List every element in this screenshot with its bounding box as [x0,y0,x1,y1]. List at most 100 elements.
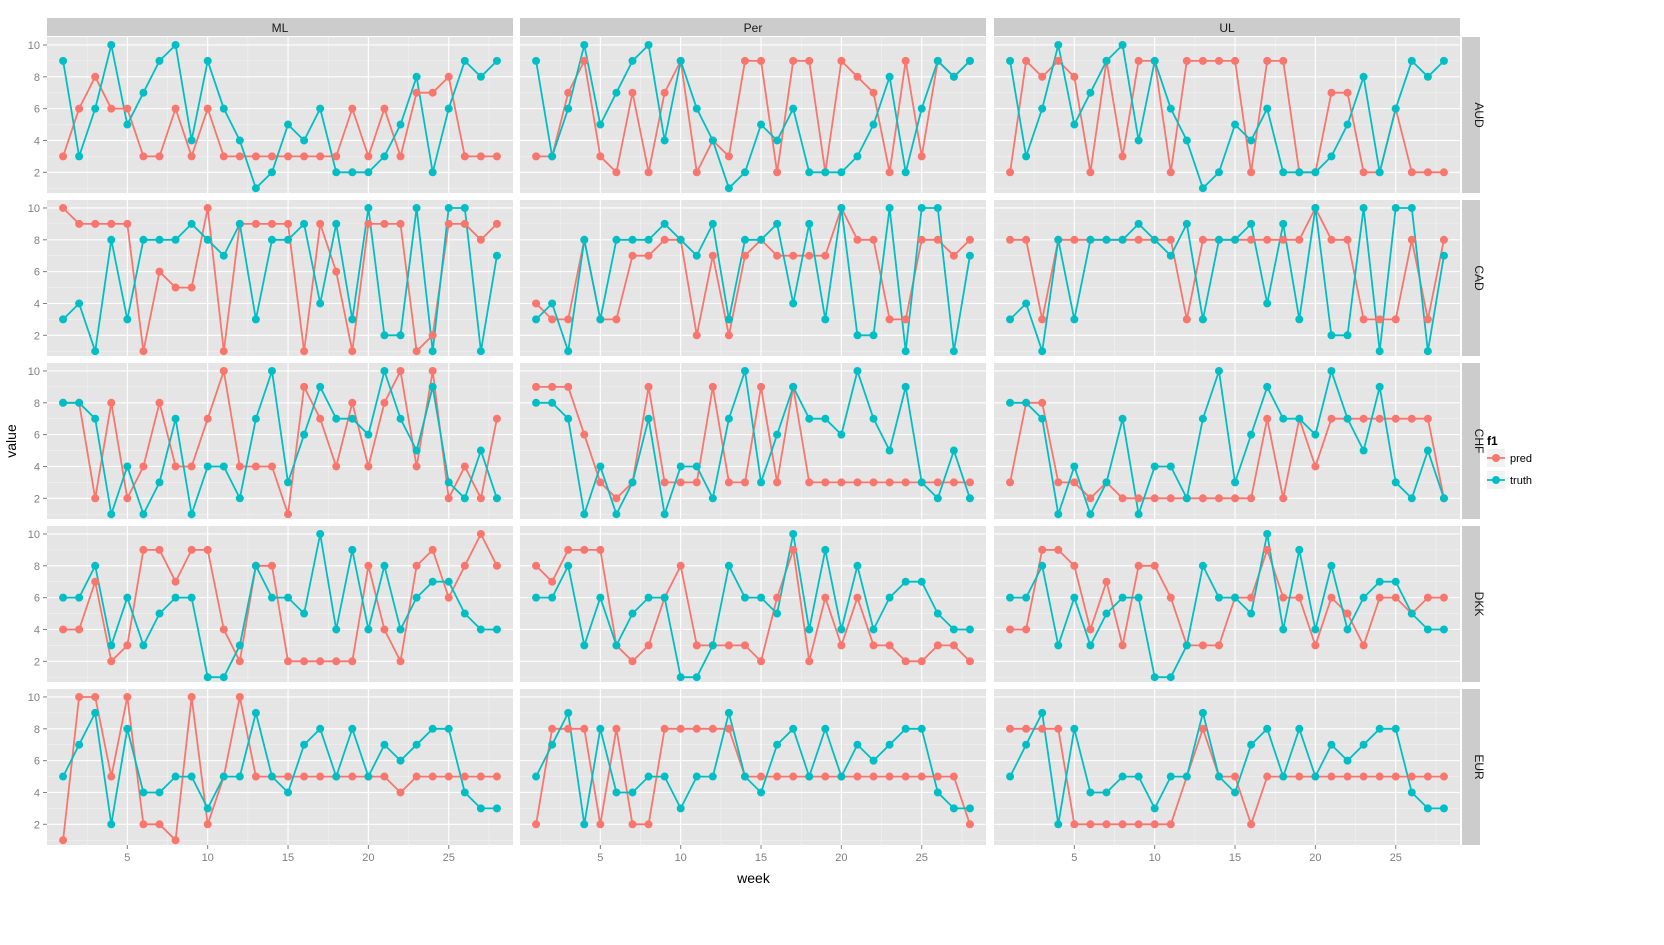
x-tick-label: 20 [362,852,374,864]
series-pred-point [1327,414,1336,423]
series-pred-point [412,772,421,781]
facet-label: EUR [1472,754,1486,780]
series-pred-point [364,462,373,471]
series-truth-point [1198,561,1207,570]
series-truth-point [1022,593,1031,602]
series-pred-point [1006,235,1015,244]
series-pred-point [476,235,485,244]
series-truth-point [869,414,878,423]
series-truth-point [949,347,958,356]
series-truth-point [59,593,68,602]
series-truth-line [535,709,970,825]
series-truth-point [628,478,637,487]
series-truth-line [535,43,971,190]
series-pred-point [1006,724,1015,733]
series-pred-point [1198,235,1207,244]
series-pred-point [773,251,782,260]
series-pred-point [396,366,405,375]
series-pred-point [380,104,389,113]
series-pred-point [1423,315,1432,324]
series-pred-point [1231,56,1240,65]
x-tick-label: 20 [835,852,847,864]
series-truth-point [1391,478,1400,487]
series-truth-point [75,740,84,749]
series-pred-point [917,235,926,244]
series-pred-point [1070,478,1079,487]
series-pred-point [532,152,541,161]
series-pred-point [885,315,894,324]
series-truth-point [853,561,862,570]
series-truth-point [1006,315,1015,324]
series-truth-point [724,708,733,717]
series-truth-point [412,740,421,749]
series-pred-point [1375,593,1384,602]
series-truth-point [1214,235,1223,244]
series-pred-point [821,593,830,602]
series-pred-point [1327,593,1336,602]
series-pred-point [1134,235,1143,244]
series-truth-point [789,724,798,733]
series-pred-point [949,641,958,650]
series-pred-point [1070,72,1079,81]
series-pred-point [1407,168,1416,177]
series-pred-point [1118,494,1127,503]
series-truth-point [235,136,244,145]
series-pred-point [901,56,910,65]
series-truth-point [933,788,942,797]
series-truth-point [444,478,453,487]
series-truth-point [75,152,84,161]
series-truth-point [251,414,260,423]
series-truth-point [837,625,846,634]
series-truth-point [901,168,910,177]
series-truth-point [1070,724,1079,733]
series-truth-point [1327,740,1336,749]
series-pred-point [965,235,974,244]
facet-label: AUD [1472,102,1486,128]
series-pred-point [444,494,453,503]
series-pred-point [1407,414,1416,423]
series-truth-point [284,593,293,602]
series-pred-point [1134,561,1143,570]
series-truth-point [380,561,389,570]
series-pred-point [91,494,100,503]
series-pred-point [708,251,717,260]
series-truth-point [1311,772,1320,781]
series-pred-point [901,772,910,781]
series-pred-point [853,593,862,602]
facet-strip-AUD [1462,37,1480,193]
series-truth-point [740,366,749,375]
series-pred-point [628,820,637,829]
series-pred-point [692,331,701,340]
series-pred-point [300,657,309,666]
series-truth-point [789,529,798,538]
series-truth-point [1182,641,1191,650]
series-truth-point [380,740,389,749]
series-pred-point [332,267,341,276]
series-truth-point [284,788,293,797]
series-pred-point [869,88,878,97]
series-pred-point [933,235,942,244]
series-pred-point [660,235,669,244]
series-pred-line [535,549,971,664]
series-pred-point [1375,315,1384,324]
series-pred-point [1439,593,1448,602]
series-truth-point [1022,740,1031,749]
series-truth-point [1038,414,1047,423]
series-truth-point [596,315,605,324]
series-truth-point [885,446,894,455]
series-truth-point [740,593,749,602]
series-pred-point [364,152,373,161]
series-truth-point [1214,593,1223,602]
series-pred-point [821,478,830,487]
series-pred-point [1198,724,1207,733]
series-truth-point [476,72,485,81]
series-pred-point [284,510,293,519]
series-truth-point [91,104,100,113]
series-pred-point [1247,494,1256,503]
series-truth-point [532,56,541,65]
panel-Per-DKK [520,526,986,682]
series-truth-point [267,366,276,375]
series-truth-point [676,673,685,682]
series-truth-line [1009,207,1445,352]
panel-UL-DKK [994,526,1460,682]
